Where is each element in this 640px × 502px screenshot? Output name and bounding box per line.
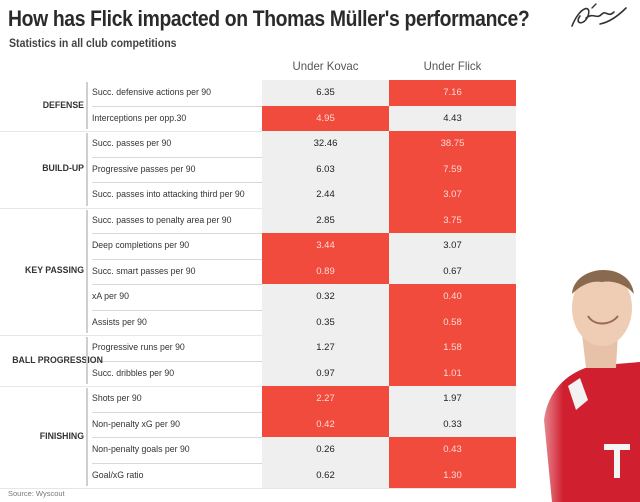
value-cell-kovac: 0.35 — [262, 309, 389, 335]
metric-label: Non-penalty xG per 90 — [92, 418, 180, 430]
group-bracket — [86, 337, 88, 384]
metric-label: Progressive passes per 90 — [92, 163, 196, 175]
value-cell-flick: 0.40 — [389, 284, 516, 310]
value-cell-kovac: 0.97 — [262, 360, 389, 386]
group-divider — [0, 335, 516, 336]
value-cell-kovac: 2.85 — [262, 207, 389, 233]
metric-label: Succ. defensive actions per 90 — [92, 87, 212, 98]
value-cell-flick: 1.58 — [389, 335, 516, 361]
value-cell-kovac: 6.03 — [262, 156, 389, 182]
value-cell-flick: 0.58 — [389, 309, 516, 335]
metric-label: Succ. dribbles per 90 — [92, 367, 175, 379]
value-cell-flick: 3.75 — [389, 207, 516, 233]
metric-label: Assists per 90 — [92, 316, 147, 328]
value-cell-kovac: 32.46 — [262, 131, 389, 157]
value-cell-kovac: 0.26 — [262, 437, 389, 463]
value-cell-flick: 0.33 — [389, 411, 516, 437]
metric-label: Succ. passes to penalty area per 90 — [92, 214, 232, 226]
chart-subtitle: Statistics in all club competitions — [9, 38, 177, 50]
value-cell-flick: 1.30 — [389, 462, 516, 488]
value-cell-kovac: 0.42 — [262, 411, 389, 437]
metric-label: Deep completions per 90 — [92, 240, 190, 251]
metric-label: xA per 90 — [92, 291, 129, 302]
group-label: KEY PASSING — [25, 265, 84, 277]
group-label: BUILD-UP — [42, 163, 84, 175]
group-label: DEFENSE — [42, 99, 84, 111]
metric-label: Succ. passes into attacking third per 90 — [92, 189, 245, 200]
metric-label: Interceptions per opp.30 — [92, 112, 187, 124]
value-cell-kovac: 0.32 — [262, 284, 389, 310]
column-header-flick: Under Flick — [423, 59, 482, 73]
source-note: Source: Wyscout — [8, 489, 65, 498]
signature-icon — [571, 3, 627, 27]
value-cell-flick: 0.67 — [389, 258, 516, 284]
value-cell-flick: 1.01 — [389, 360, 516, 386]
value-cell-kovac: 1.27 — [262, 335, 389, 361]
value-cell-flick: 4.43 — [389, 105, 516, 131]
metric-label: Succ. passes per 90 — [92, 138, 172, 149]
value-cell-flick: 38.75 — [389, 131, 516, 157]
value-cell-flick: 3.07 — [389, 233, 516, 259]
group-divider — [0, 488, 516, 489]
metric-label: Progressive runs per 90 — [92, 342, 185, 353]
value-cell-kovac: 3.44 — [262, 233, 389, 259]
metric-label: Shots per 90 — [92, 393, 142, 404]
group-divider — [0, 386, 516, 387]
value-cell-flick: 7.59 — [389, 156, 516, 182]
group-label: BALL PROGRESSION — [12, 354, 103, 366]
player-photo — [522, 250, 640, 502]
value-cell-flick: 0.43 — [389, 437, 516, 463]
group-bracket — [86, 209, 88, 333]
value-cell-flick: 7.16 — [389, 80, 516, 106]
group-divider — [0, 131, 516, 132]
value-cell-kovac: 2.44 — [262, 182, 389, 208]
metric-label: Succ. smart passes per 90 — [92, 265, 196, 277]
value-cell-flick: 1.97 — [389, 386, 516, 412]
value-cell-kovac: 0.89 — [262, 258, 389, 284]
metric-label: Non-penalty goals per 90 — [92, 444, 190, 455]
value-cell-kovac: 0.62 — [262, 462, 389, 488]
group-label: FINISHING — [39, 431, 84, 442]
chart-title: How has Flick impacted on Thomas Müller'… — [8, 6, 530, 31]
value-cell-kovac: 4.95 — [262, 105, 389, 131]
value-cell-kovac: 2.27 — [262, 386, 389, 412]
group-bracket — [86, 388, 88, 486]
value-cell-flick: 3.07 — [389, 182, 516, 208]
group-bracket — [86, 82, 88, 129]
group-divider — [0, 207, 516, 209]
metric-label: Goal/xG ratio — [92, 469, 144, 481]
value-cell-kovac: 6.35 — [262, 80, 389, 106]
column-header-kovac: Under Kovac — [292, 59, 359, 73]
group-bracket — [86, 133, 88, 206]
